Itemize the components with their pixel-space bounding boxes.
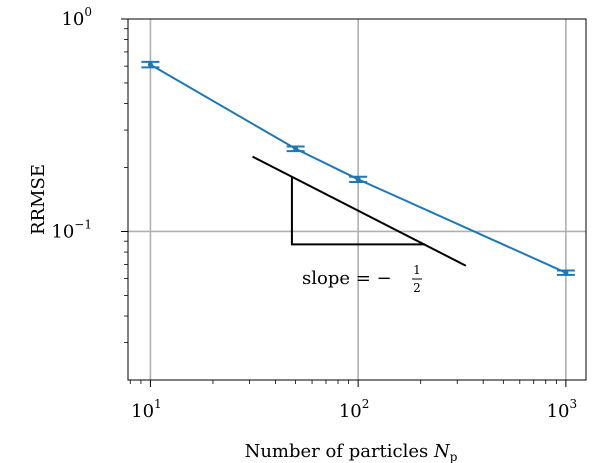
data-point	[563, 270, 569, 276]
major-ticks	[121, 18, 567, 387]
slope-triangle	[290, 176, 426, 246]
y-tick-labels: 10−1 100	[51, 5, 92, 242]
x-tick-label: 102	[339, 397, 370, 422]
slope-reference-line	[252, 155, 467, 267]
slope-fraction-denominator: 2	[413, 281, 421, 295]
data-point	[355, 176, 361, 182]
slope-fraction-numerator: 1	[413, 263, 421, 277]
y-axis-label: RRMSE	[28, 164, 49, 235]
grid-lines	[128, 19, 586, 380]
y-tick-label: 10−1	[51, 217, 92, 242]
x-axis-label: Number of particles Np	[245, 441, 458, 463]
x-tick-label: 103	[547, 397, 578, 422]
minor-ticks	[124, 28, 557, 384]
axes-frame	[127, 18, 587, 381]
series-line	[149, 63, 567, 274]
data-point	[293, 146, 299, 152]
x-tick-label: 101	[131, 397, 162, 422]
x-tick-labels: 101 102 103	[131, 397, 577, 422]
slope-annotation: slope = − 1 2	[252, 155, 467, 295]
series-layer	[141, 60, 575, 276]
y-tick-label: 100	[61, 5, 92, 30]
slope-label: slope = −	[302, 268, 392, 289]
data-point	[147, 62, 153, 68]
